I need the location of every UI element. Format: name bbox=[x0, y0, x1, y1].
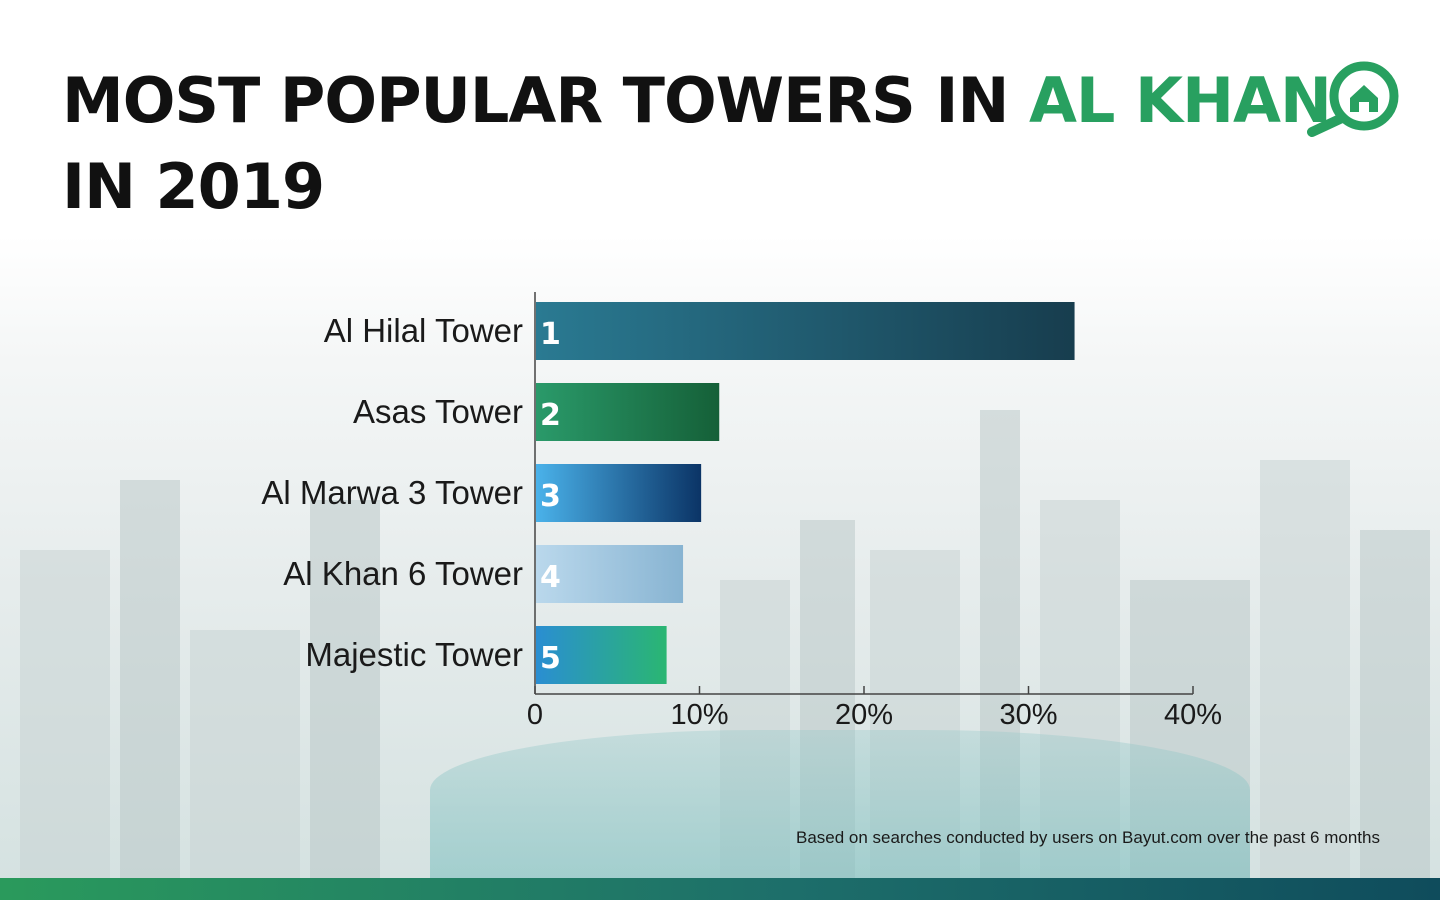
bottom-accent-bar bbox=[0, 878, 1440, 900]
category-label: Majestic Tower bbox=[305, 636, 523, 673]
x-tick-label: 10% bbox=[670, 699, 728, 731]
page-title: MOST POPULAR TOWERS IN AL KHAN IN 2019 bbox=[62, 58, 1332, 230]
x-tick-label: 20% bbox=[835, 699, 893, 731]
bar-rank-label: 5 bbox=[540, 641, 561, 676]
footnote: Based on searches conducted by users on … bbox=[795, 828, 1380, 847]
search-home-icon bbox=[1307, 61, 1399, 137]
category-label: Asas Tower bbox=[353, 393, 523, 430]
category-label: Al Marwa 3 Tower bbox=[261, 474, 523, 511]
bar-3 bbox=[536, 464, 702, 522]
bar-4 bbox=[536, 545, 684, 603]
title-accent: AL KHAN bbox=[1028, 64, 1332, 137]
bar-1 bbox=[536, 302, 1075, 360]
bar-rank-label: 1 bbox=[540, 317, 561, 352]
x-tick-label: 30% bbox=[999, 699, 1057, 731]
title-line2: IN 2019 bbox=[62, 150, 325, 223]
bar-rank-label: 3 bbox=[540, 479, 561, 514]
bar-5 bbox=[536, 626, 667, 684]
x-tick-label: 0 bbox=[527, 699, 543, 731]
x-tick-label: 40% bbox=[1164, 699, 1222, 731]
bar-rank-label: 4 bbox=[540, 560, 561, 595]
bar-2 bbox=[536, 383, 720, 441]
category-label: Al Khan 6 Tower bbox=[283, 555, 523, 592]
bar-rank-label: 2 bbox=[540, 398, 561, 433]
category-label: Al Hilal Tower bbox=[324, 312, 523, 349]
title-prefix: MOST POPULAR TOWERS IN bbox=[62, 64, 1029, 137]
